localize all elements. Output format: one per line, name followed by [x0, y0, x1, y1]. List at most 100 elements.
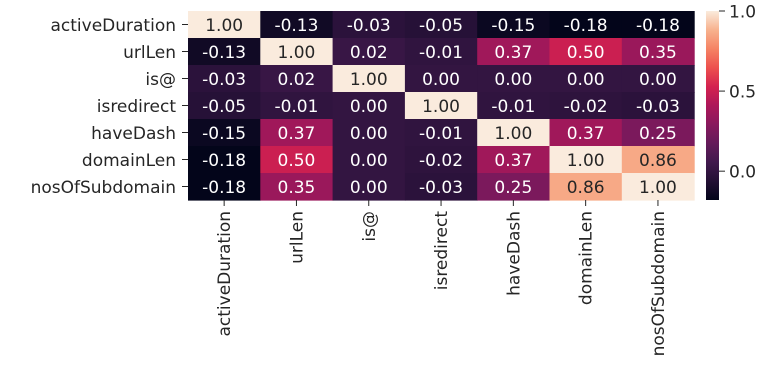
- y-tick-label: is@: [145, 70, 176, 90]
- cell-value-label: 0.50: [567, 43, 605, 63]
- cell-value-label: 0.37: [494, 151, 532, 171]
- heatmap-cell: [549, 38, 623, 66]
- colorbar-tick-label: 1.0: [729, 3, 756, 23]
- heatmap-cell: [621, 146, 695, 174]
- cell-value-label: 0.50: [278, 151, 316, 171]
- heatmap-cell: [404, 92, 478, 120]
- y-tick-label: nosOfSubdomain: [31, 178, 176, 198]
- heatmap-cell: [404, 65, 478, 93]
- heatmap-cell: [621, 11, 695, 39]
- heatmap-cell: [332, 92, 406, 120]
- y-tick-label: urlLen: [123, 43, 176, 63]
- cell-value-label: -0.01: [419, 124, 463, 144]
- cell-value-label: -0.01: [419, 43, 463, 63]
- cell-value-label: -0.02: [564, 97, 608, 117]
- cell-value-label: 1.00: [422, 97, 460, 117]
- cell-value-label: 0.86: [567, 178, 605, 198]
- x-tick-label: is@: [360, 211, 380, 242]
- cell-value-label: 1.00: [350, 70, 388, 90]
- y-tick-label: activeDuration: [50, 16, 176, 36]
- heatmap-cell: [404, 119, 478, 147]
- cell-annotations: 1.00 -0.13 -0.03 -0.05 -0.15 -0.18 -0.18 -0.13 1…: [202, 16, 680, 198]
- heatmap-cell: [549, 92, 623, 120]
- heatmap-cell: [188, 173, 261, 201]
- heatmap-cell: [404, 11, 478, 39]
- cell-value-label: 0.37: [278, 124, 316, 144]
- heatmap-cell: [477, 119, 551, 147]
- heatmap-cell: [477, 38, 551, 66]
- cell-value-label: 0.00: [567, 70, 605, 90]
- heatmap-cell: [549, 173, 623, 201]
- cell-value-label: 0.25: [494, 178, 532, 198]
- heatmap-cell: [188, 11, 261, 39]
- cell-value-label: -0.02: [419, 151, 463, 171]
- heatmap-cell: [477, 92, 551, 120]
- cell-value-label: -0.03: [202, 70, 246, 90]
- cell-value-label: -0.05: [202, 97, 246, 117]
- heatmap-cell: [404, 38, 478, 66]
- y-axis: activeDuration urlLen is@ isredirect haveDas…: [31, 16, 188, 198]
- cell-value-label: 0.00: [639, 70, 677, 90]
- cell-value-label: -0.03: [347, 16, 391, 36]
- cell-value-label: 1.00: [494, 124, 532, 144]
- cell-value-label: -0.03: [419, 178, 463, 198]
- heatmap-cell: [260, 173, 334, 201]
- heatmap-cell: [260, 11, 334, 39]
- heatmap-cell: [332, 11, 406, 39]
- cell-value-label: 0.35: [278, 178, 316, 198]
- cell-value-label: -0.18: [202, 151, 246, 171]
- heatmap-cell: [477, 173, 551, 201]
- heatmap-cell: [477, 146, 551, 174]
- x-tick-label: urlLen: [287, 211, 307, 264]
- cell-value-label: -0.18: [636, 16, 680, 36]
- heatmap-cell: [549, 65, 623, 93]
- cell-value-label: 0.00: [494, 70, 532, 90]
- heatmap-cell: [404, 146, 478, 174]
- heatmap-cell: [332, 173, 406, 201]
- colorbar-tick-label: 0.0: [729, 163, 756, 183]
- cell-value-label: 0.00: [350, 178, 388, 198]
- colorbar-tick-label: 0.5: [729, 83, 756, 103]
- x-tick-label: haveDash: [504, 211, 524, 296]
- heatmap-cell: [260, 92, 334, 120]
- heatmap-cell: [188, 38, 261, 66]
- cell-value-label: 1.00: [567, 151, 605, 171]
- heatmap-cell: [332, 65, 406, 93]
- cell-value-label: 1.00: [278, 43, 316, 63]
- heatmap-cell: [621, 38, 695, 66]
- cell-value-label: -0.15: [491, 16, 535, 36]
- cell-value-label: 0.37: [567, 124, 605, 144]
- heatmap-cell: [621, 119, 695, 147]
- cell-value-label: -0.18: [564, 16, 608, 36]
- cell-value-label: 0.00: [350, 124, 388, 144]
- y-tick-label: domainLen: [82, 151, 176, 171]
- cell-value-label: 0.02: [350, 43, 388, 63]
- heatmap-cell: [477, 65, 551, 93]
- heatmap-cell: [621, 92, 695, 120]
- heatmap-cell: [188, 146, 261, 174]
- heatmap-cell: [188, 92, 261, 120]
- heatmap-cell: [549, 11, 623, 39]
- heatmap-cell: [621, 65, 695, 93]
- cell-value-label: 0.37: [494, 43, 532, 63]
- x-axis: activeDuration urlLen is@ isredirect haveDas…: [215, 200, 669, 356]
- heatmap-cell: [188, 119, 261, 147]
- cell-value-label: -0.01: [491, 97, 535, 117]
- x-tick-label: isredirect: [432, 211, 452, 291]
- cell-value-label: -0.13: [274, 16, 318, 36]
- x-tick-label: nosOfSubdomain: [649, 211, 669, 356]
- heatmap-cell: [188, 65, 261, 93]
- colorbar: 0.0 0.5 1.0: [706, 3, 756, 200]
- cell-value-label: 0.00: [350, 97, 388, 117]
- heatmap-cell: [404, 173, 478, 201]
- heatmap-cell: [477, 11, 551, 39]
- x-tick-label: domainLen: [577, 211, 597, 305]
- x-tick-label: activeDuration: [215, 211, 235, 337]
- heatmap-cell: [332, 38, 406, 66]
- cell-value-label: 0.00: [422, 70, 460, 90]
- heatmap-cell: [260, 119, 334, 147]
- y-tick-label: haveDash: [91, 124, 176, 144]
- cell-value-label: -0.01: [274, 97, 318, 117]
- heatmap-cell: [260, 38, 334, 66]
